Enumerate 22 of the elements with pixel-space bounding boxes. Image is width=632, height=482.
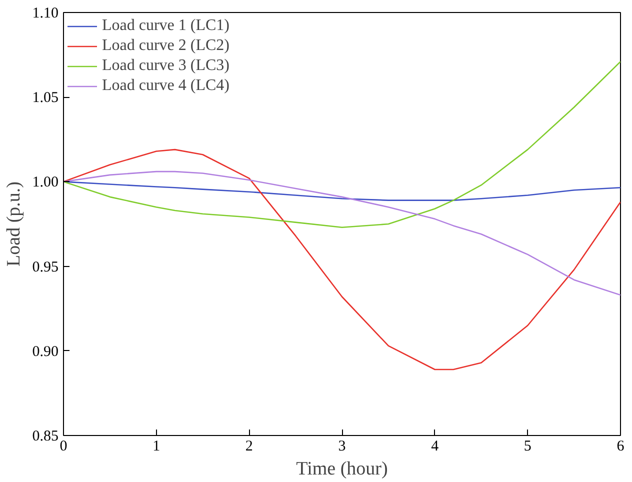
y-tick-label: 1.10 [32,6,58,22]
x-tick-label: 0 [60,438,68,454]
legend-label: Load curve 1 (LC1) [102,17,230,35]
y-axis-title: Load (p.u.) [3,182,24,266]
legend-label: Load curve 2 (LC2) [102,37,230,55]
x-axis-title: Time (hour) [296,458,388,480]
legend-label: Load curve 3 (LC3) [102,57,230,75]
line-series [64,60,620,228]
y-tick-label: 1.00 [32,174,58,191]
x-tick-label: 3 [338,438,346,454]
y-tick-label: 0.95 [32,259,58,276]
x-tick-label: 1 [152,438,160,454]
y-tick-label: 0.90 [32,344,58,360]
line-series [64,148,620,370]
y-tick-label: 0.85 [32,428,58,444]
x-tick-label: 4 [431,438,440,454]
x-tick-label: 5 [524,438,532,454]
y-tick-label: 1.05 [32,90,58,106]
line-series [64,170,620,296]
x-tick-label: 2 [245,438,253,454]
legend-label: Load curve 4 (LC4) [102,77,230,95]
x-tick-label: 6 [616,438,625,454]
